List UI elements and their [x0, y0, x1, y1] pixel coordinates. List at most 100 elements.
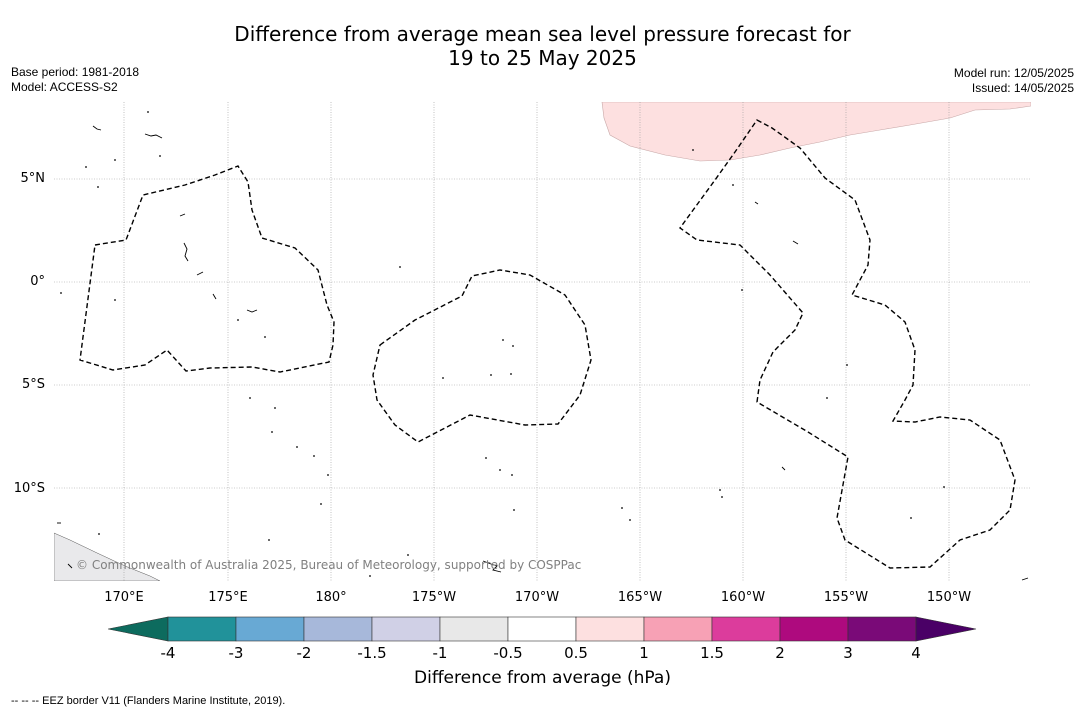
islet: [296, 446, 298, 448]
islet: [513, 509, 515, 511]
islet: [369, 575, 371, 577]
lon-label-150w: 150°W: [926, 590, 972, 605]
colorbar-tick: -0.5: [493, 644, 523, 662]
island: [246, 309, 258, 313]
islet: [910, 517, 912, 519]
colorbar-tick: 3: [843, 644, 853, 662]
lon-label-175e: 175°E: [208, 590, 248, 605]
islet: [60, 292, 62, 294]
islet: [264, 336, 266, 338]
eez-border-west: [79, 165, 335, 373]
islet-dots: [60, 111, 945, 577]
island: [179, 213, 186, 217]
island: [482, 560, 502, 573]
islet: [268, 539, 270, 541]
base-period: Base period: 1981-2018: [11, 65, 140, 79]
meta-left: Base period: 1981-2018 Model: ACCESS-S2: [11, 65, 139, 95]
islet: [249, 397, 251, 399]
model-name: Model: ACCESS-S2: [11, 80, 118, 94]
island: [781, 466, 786, 471]
islet: [97, 186, 99, 188]
copyright-notice: © Commonwealth of Australia 2025, Bureau…: [76, 558, 582, 572]
islet: [114, 159, 116, 161]
colorbar-tick: 0.5: [564, 644, 588, 662]
islet: [512, 345, 514, 347]
eez-border-central: [372, 269, 592, 443]
islet: [271, 431, 273, 433]
island: [754, 201, 759, 205]
island: [1021, 577, 1029, 581]
lat-label-5s: 5°S: [21, 377, 45, 392]
islet: [320, 503, 322, 505]
islet: [732, 184, 734, 186]
islet: [85, 166, 87, 168]
islet: [511, 474, 513, 476]
graticule: [54, 102, 1031, 581]
colorbar-tick: -1: [432, 644, 448, 662]
islet: [741, 289, 743, 291]
islet: [485, 457, 487, 459]
map-canvas[interactable]: [54, 102, 1031, 581]
colorbar-bin: [779, 616, 849, 642]
title-line-2: 19 to 25 May 2025: [448, 46, 637, 70]
islet: [147, 111, 149, 113]
lon-label-170w: 170°W: [514, 590, 560, 605]
colorbar-label: Difference from average (hPa): [414, 668, 671, 688]
islet: [826, 397, 828, 399]
colorbar-bin: [847, 616, 917, 642]
meta-right: Model run: 12/05/2025 Issued: 14/05/2025: [954, 66, 1074, 96]
island: [144, 133, 163, 139]
colorbar-bin: [439, 616, 509, 642]
islet: [237, 319, 239, 321]
title-line-1: Difference from average mean sea level p…: [234, 22, 851, 46]
islet: [274, 407, 276, 409]
islet: [846, 364, 848, 366]
colorbar-tick: 1: [639, 644, 649, 662]
islet: [621, 507, 623, 509]
islet: [327, 474, 329, 476]
colorbar-tick: -3: [228, 644, 244, 662]
islet: [721, 496, 723, 498]
colorbar-tick: 1.5: [700, 644, 724, 662]
islands: [57, 125, 1029, 581]
islet: [719, 489, 721, 491]
islet: [510, 373, 512, 375]
colorbar-tick: 4: [911, 644, 921, 662]
lon-label-180: 180°: [315, 590, 347, 605]
islet: [442, 377, 444, 379]
islet: [159, 155, 161, 157]
island: [196, 271, 204, 276]
islet: [502, 339, 504, 341]
model-run: Model run: 12/05/2025: [953, 66, 1074, 80]
islet: [399, 266, 401, 268]
lon-label-160w: 160°W: [720, 590, 766, 605]
colorbar-bin: [371, 616, 441, 642]
colorbar-arrow-right: [915, 616, 977, 642]
eez-border-east: [679, 119, 1016, 569]
lat-label-0: 0°: [30, 274, 45, 289]
island: [92, 125, 102, 131]
anomaly-region: [601, 102, 1031, 162]
colorbar-bin: [711, 616, 781, 642]
islet: [490, 374, 492, 376]
islet: [114, 299, 116, 301]
colorbar-bin: [303, 616, 373, 642]
islet: [692, 149, 694, 151]
islet: [407, 554, 409, 556]
island: [67, 563, 73, 569]
colorbar-tick: 2: [775, 644, 785, 662]
islet: [313, 455, 315, 457]
colorbar-bin: [507, 616, 577, 642]
colorbar-tick: -4: [160, 644, 176, 662]
colorbar-bin: [575, 616, 645, 642]
lon-label-155w: 155°W: [823, 590, 869, 605]
lon-label-170e: 170°E: [104, 590, 144, 605]
lat-label-10s: 10°S: [13, 481, 45, 496]
island: [183, 242, 189, 262]
colorbar-bin: [167, 616, 237, 642]
lat-label-5n: 5°N: [20, 171, 46, 186]
islet: [629, 519, 631, 521]
colorbar-arrow-left: [108, 616, 169, 642]
island: [792, 240, 799, 245]
map-title: Difference from average mean sea level p…: [0, 22, 1085, 70]
